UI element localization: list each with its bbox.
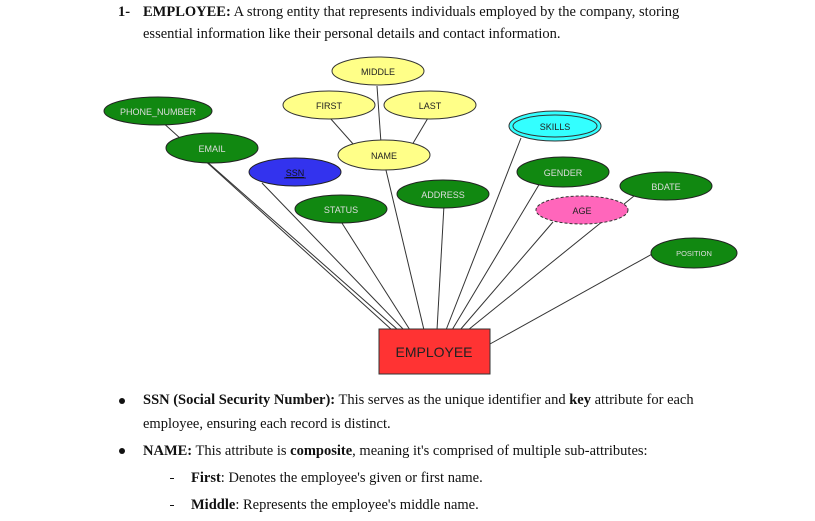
attribute-middle: MIDDLE <box>331 56 425 86</box>
attribute-middle-label: MIDDLE <box>361 67 395 77</box>
bullet-dot <box>119 448 125 454</box>
sub-bullet-first: First: Denotes the employee's given or f… <box>191 470 483 486</box>
attribute-first-label: FIRST <box>316 101 343 111</box>
connector-lines <box>159 85 655 345</box>
line-age <box>459 221 554 331</box>
sub-bullet-middle: Middle: Represents the employee's middle… <box>191 497 479 513</box>
attribute-last: LAST <box>383 90 477 120</box>
attribute-bdate: BDATE <box>619 171 713 201</box>
attribute-ssn-label: SSN <box>286 168 305 178</box>
bullet-ssn-term: SSN (Social Security Number): <box>143 392 336 408</box>
line-status <box>339 219 411 331</box>
bullet-ssn: SSN (Social Security Number): This serve… <box>143 392 694 408</box>
section-heading-line1: EMPLOYEE: A strong entity that represent… <box>143 4 680 20</box>
attribute-first: FIRST <box>282 90 376 120</box>
attribute-email-label: EMAIL <box>198 144 225 154</box>
line-skills <box>445 137 522 331</box>
attribute-email: EMAIL <box>165 132 259 164</box>
attribute-position-label: POSITION <box>676 249 712 258</box>
attribute-name: NAME <box>337 139 431 171</box>
section-title: EMPLOYEE: <box>143 4 231 20</box>
attribute-status: STATUS <box>294 194 388 224</box>
attribute-gender-label: GENDER <box>544 168 583 178</box>
bullet-ssn-line2: employee, ensuring each record is distin… <box>143 416 391 432</box>
attribute-name-label: NAME <box>371 151 397 161</box>
attribute-skills: SKILLS <box>508 110 602 142</box>
section-heading-line2: essential information like their persona… <box>143 26 561 42</box>
attribute-ssn: SSN <box>248 157 342 187</box>
entity-employee-label: EMPLOYEE <box>395 344 472 360</box>
attribute-phone-number-label: PHONE_NUMBER <box>120 107 197 117</box>
attribute-age: AGE <box>535 195 629 225</box>
bullet-name: NAME: This attribute is composite, meani… <box>143 443 648 459</box>
line-last <box>411 117 429 146</box>
attribute-address: ADDRESS <box>396 179 490 209</box>
sub-bullet-dash <box>170 478 174 479</box>
entity-employee: EMPLOYEE <box>378 328 491 375</box>
attribute-gender: GENDER <box>516 156 610 188</box>
bullet-dot <box>119 398 125 404</box>
line-position <box>489 252 655 345</box>
line-middle <box>376 85 382 144</box>
bullet-name-term: NAME: <box>143 443 193 459</box>
attribute-status-label: STATUS <box>324 205 358 215</box>
attribute-age-label: AGE <box>572 206 591 216</box>
attribute-phone-number: PHONE_NUMBER <box>103 96 213 126</box>
attribute-address-label: ADDRESS <box>421 190 465 200</box>
line-address <box>436 204 445 331</box>
line-gender <box>451 182 541 331</box>
section-number: 1- <box>118 4 131 20</box>
attribute-position: POSITION <box>650 237 738 269</box>
line-name <box>384 165 425 331</box>
sub-bullet-dash <box>170 505 174 506</box>
line-first <box>329 117 355 146</box>
attribute-bdate-label: BDATE <box>651 182 680 192</box>
line-email <box>204 159 399 331</box>
attribute-skills-label: SKILLS <box>540 122 571 132</box>
attribute-last-label: LAST <box>419 101 442 111</box>
line-ssn <box>261 182 405 331</box>
